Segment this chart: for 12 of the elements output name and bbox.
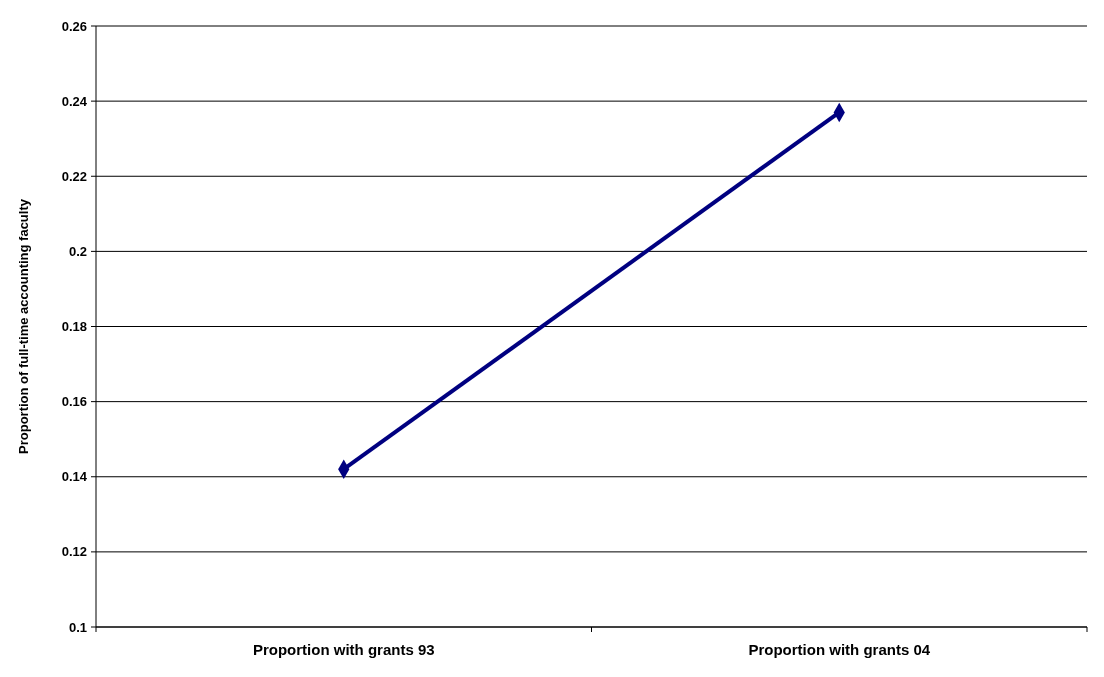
y-tick-label: 0.14: [61, 469, 88, 485]
y-tick-label: 0.2: [68, 243, 87, 259]
y-tick-label: 0.22: [61, 168, 87, 184]
y-tick-label: 0.1: [68, 619, 87, 635]
y-axis-title: Proportion of full-time accounting faculty: [16, 198, 31, 454]
y-tick-label: 0.12: [61, 544, 87, 560]
y-tick-label: 0.16: [61, 394, 87, 410]
y-tick-label: 0.24: [61, 93, 88, 109]
y-tick-label: 0.18: [61, 319, 87, 335]
x-tick-label: Proportion with grants 93: [252, 641, 435, 658]
y-tick-label: 0.26: [61, 18, 87, 34]
x-tick-label: Proportion with grants 04: [748, 641, 931, 658]
